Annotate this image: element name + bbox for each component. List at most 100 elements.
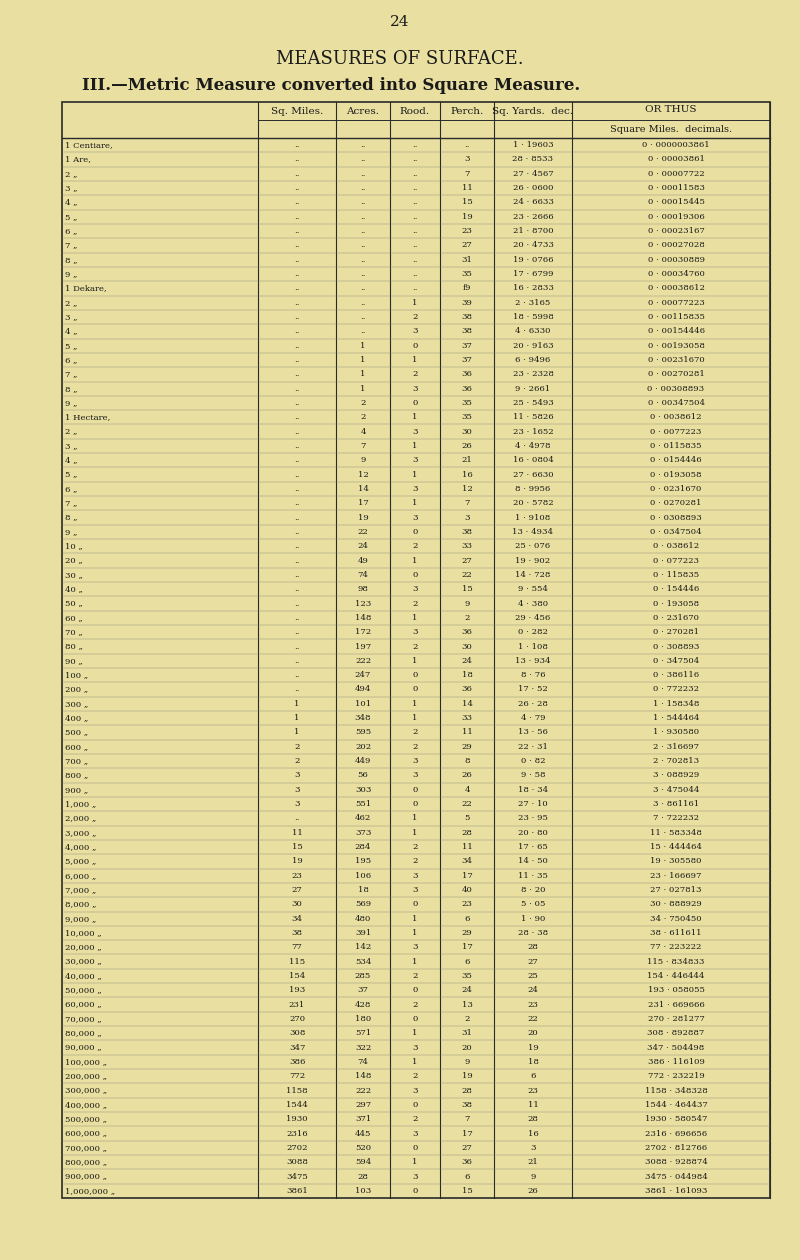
Text: 17 · 52: 17 · 52 xyxy=(518,685,548,693)
Text: 20: 20 xyxy=(462,1043,472,1052)
Text: 2: 2 xyxy=(412,370,418,378)
Text: 1: 1 xyxy=(412,915,418,922)
Text: 90,000 „: 90,000 „ xyxy=(65,1043,102,1052)
Text: 0 · 00270281: 0 · 00270281 xyxy=(648,370,704,378)
Text: ..: .. xyxy=(412,184,418,192)
Text: 2: 2 xyxy=(412,600,418,607)
Text: Square Miles.  decimals.: Square Miles. decimals. xyxy=(610,125,732,134)
Text: ..: .. xyxy=(294,256,300,263)
Text: 8 „: 8 „ xyxy=(65,384,78,393)
Text: 6 · 9496: 6 · 9496 xyxy=(515,357,550,364)
Text: 24: 24 xyxy=(390,15,410,29)
Text: 4,000 „: 4,000 „ xyxy=(65,843,97,851)
Text: 74: 74 xyxy=(358,571,369,578)
Text: 2: 2 xyxy=(412,728,418,736)
Text: 19: 19 xyxy=(358,514,368,522)
Text: 1: 1 xyxy=(360,384,366,393)
Text: 9: 9 xyxy=(530,1173,536,1181)
Text: ..: .. xyxy=(294,614,300,622)
Text: ..: .. xyxy=(294,485,300,493)
Text: 3: 3 xyxy=(412,485,418,493)
Text: ..: .. xyxy=(412,242,418,249)
Text: 500,000 „: 500,000 „ xyxy=(65,1115,107,1123)
Text: 1: 1 xyxy=(412,1029,418,1037)
Text: 0 · 82: 0 · 82 xyxy=(521,757,546,765)
Text: 285: 285 xyxy=(355,971,371,980)
Text: 2 · 316697: 2 · 316697 xyxy=(653,743,699,751)
Text: 115: 115 xyxy=(289,958,305,965)
Text: 3 „: 3 „ xyxy=(65,184,78,192)
Text: 90 „: 90 „ xyxy=(65,656,83,665)
Text: 900 „: 900 „ xyxy=(65,786,88,794)
Text: 27: 27 xyxy=(462,1144,472,1152)
Text: 1 · 158348: 1 · 158348 xyxy=(653,699,699,708)
Text: 3088 · 928874: 3088 · 928874 xyxy=(645,1158,707,1167)
Text: 27 · 10: 27 · 10 xyxy=(518,800,548,808)
Text: 284: 284 xyxy=(355,843,371,851)
Text: 449: 449 xyxy=(355,757,371,765)
Text: 16 · 0804: 16 · 0804 xyxy=(513,456,554,464)
Text: 36: 36 xyxy=(462,370,473,378)
Text: 1: 1 xyxy=(294,714,300,722)
Text: 7 „: 7 „ xyxy=(65,499,78,508)
Text: 1: 1 xyxy=(360,341,366,350)
Text: 3: 3 xyxy=(412,456,418,464)
Text: 30,000 „: 30,000 „ xyxy=(65,958,102,965)
Text: 19 · 0766: 19 · 0766 xyxy=(513,256,554,263)
Text: 7: 7 xyxy=(464,499,470,508)
Text: 20 · 5782: 20 · 5782 xyxy=(513,499,554,508)
Text: 0 · 154446: 0 · 154446 xyxy=(653,585,699,593)
Text: ..: .. xyxy=(294,384,300,393)
Text: 0 · 0270281: 0 · 0270281 xyxy=(650,499,702,508)
Text: 3,000 „: 3,000 „ xyxy=(65,829,97,837)
Text: ..: .. xyxy=(294,427,300,436)
Text: 4 · 79: 4 · 79 xyxy=(521,714,546,722)
Text: 520: 520 xyxy=(355,1144,371,1152)
Text: 1: 1 xyxy=(412,699,418,708)
Text: 19 · 902: 19 · 902 xyxy=(515,557,550,564)
Text: 100,000 „: 100,000 „ xyxy=(65,1058,107,1066)
Text: 2: 2 xyxy=(412,1115,418,1123)
Text: MEASURES OF SURFACE.: MEASURES OF SURFACE. xyxy=(276,50,524,68)
Text: 3 „: 3 „ xyxy=(65,312,78,321)
Text: 9: 9 xyxy=(464,600,470,607)
Text: 24 · 6633: 24 · 6633 xyxy=(513,199,554,207)
Text: 0 · 0115835: 0 · 0115835 xyxy=(650,442,702,450)
Text: 0: 0 xyxy=(412,800,418,808)
Text: 0: 0 xyxy=(412,1144,418,1152)
Text: 600,000 „: 600,000 „ xyxy=(65,1129,107,1138)
Text: 142: 142 xyxy=(355,944,371,951)
Text: 0 · 282: 0 · 282 xyxy=(518,629,548,636)
Text: 100 „: 100 „ xyxy=(65,672,88,679)
Text: 0 · 0038612: 0 · 0038612 xyxy=(650,413,702,421)
Text: ..: .. xyxy=(360,141,366,149)
Text: 8 · 9956: 8 · 9956 xyxy=(515,485,550,493)
Text: 0 · 308893: 0 · 308893 xyxy=(653,643,699,650)
Text: 26: 26 xyxy=(462,771,472,780)
Text: 3 · 861161: 3 · 861161 xyxy=(653,800,699,808)
Text: 36: 36 xyxy=(462,1158,473,1167)
Text: 3: 3 xyxy=(464,155,470,164)
Text: 17: 17 xyxy=(462,872,472,879)
Text: 15: 15 xyxy=(292,843,302,851)
Text: 38: 38 xyxy=(462,328,473,335)
Text: 148: 148 xyxy=(355,614,371,622)
Text: 30 · 888929: 30 · 888929 xyxy=(650,901,702,908)
Text: 28 · 8533: 28 · 8533 xyxy=(513,155,554,164)
Text: 21 · 8700: 21 · 8700 xyxy=(513,227,554,236)
Text: 12: 12 xyxy=(358,471,368,479)
Text: 800,000 „: 800,000 „ xyxy=(65,1158,107,1167)
Text: ..: .. xyxy=(294,328,300,335)
Text: 36: 36 xyxy=(462,685,473,693)
Text: 6 „: 6 „ xyxy=(65,357,78,364)
Text: 2 „: 2 „ xyxy=(65,170,78,178)
Text: 0 · 00019306: 0 · 00019306 xyxy=(648,213,704,220)
Text: ..: .. xyxy=(294,814,300,823)
Text: 29: 29 xyxy=(462,743,472,751)
Text: ..: .. xyxy=(294,184,300,192)
Text: 172: 172 xyxy=(355,629,371,636)
Text: 1: 1 xyxy=(412,814,418,823)
Text: 1,000 „: 1,000 „ xyxy=(65,800,96,808)
Text: 400 „: 400 „ xyxy=(65,714,88,722)
Text: 3: 3 xyxy=(412,585,418,593)
